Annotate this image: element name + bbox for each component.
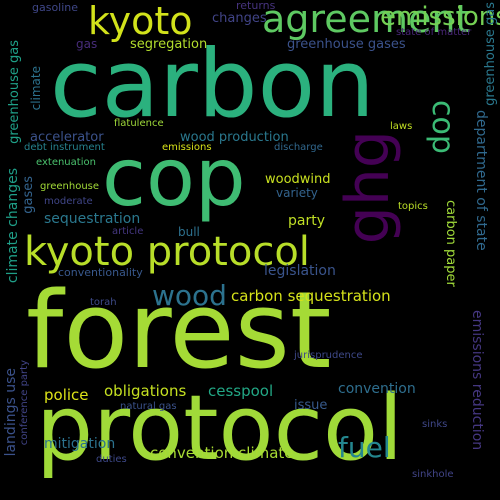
word-legislation: legislation	[264, 263, 336, 279]
word-woodwind: woodwind	[265, 172, 331, 187]
word-police: police	[44, 386, 89, 404]
word-kyoto-protocol: kyoto protocol	[24, 229, 310, 275]
word-convention: convention	[338, 381, 416, 397]
word-carbon-sequestration: carbon sequestration	[231, 287, 391, 305]
word-sinks: sinks	[422, 419, 448, 430]
word-extenuation: extenuation	[36, 157, 96, 168]
word-fuel: fuel	[338, 431, 391, 464]
word-greenhouse: greenhouse	[40, 181, 100, 192]
word-conventionality: conventionality	[58, 266, 143, 279]
word-debt-instrument: debt instrument	[24, 142, 105, 153]
word-emissions-reduction: emissions reduction	[469, 310, 485, 451]
word-forest: forest	[26, 269, 332, 392]
word-mitigation: mitigation	[44, 436, 116, 452]
word-ghg: ghg	[333, 130, 403, 245]
word-natural-gas: natural gas	[120, 401, 177, 412]
word-party: party	[288, 213, 325, 229]
word-sequestration: sequestration	[44, 211, 141, 227]
word-gasoline: gasoline	[32, 1, 79, 14]
word-gas: gas	[76, 37, 98, 51]
word-greenhouse-gas-left: greenhouse gas	[7, 40, 22, 144]
word-torah: torah	[90, 297, 117, 308]
word-discharge: discharge	[274, 142, 323, 153]
word-bull: bull	[178, 225, 200, 239]
word-greenhouse-gases: greenhouse gases	[287, 37, 406, 52]
word-duties: duties	[96, 454, 127, 465]
word-topics: topics	[398, 201, 428, 212]
word-issue: issue	[294, 398, 328, 413]
word-accelerator: accelerator	[30, 130, 104, 145]
word-segregation: segregation	[130, 37, 208, 52]
word-landings-use: landings use	[3, 368, 19, 457]
word-conference-party: conference party	[19, 360, 30, 446]
word-article: article	[112, 226, 144, 237]
word-variety: variety	[276, 186, 318, 200]
word-cop: cop	[102, 131, 246, 224]
word-emissions-small: emissions	[162, 142, 212, 153]
word-moderate: moderate	[44, 196, 93, 207]
word-greenhouse-gas-right: greenhouse gas	[483, 2, 498, 106]
word-sinkhole: sinkhole	[412, 469, 454, 480]
word-convention-climate: convention climate	[150, 444, 294, 462]
word-kyoto: kyoto	[88, 0, 193, 43]
word-wood: wood	[152, 279, 227, 312]
word-carbon: carbon	[50, 30, 375, 139]
word-cop-right: cop	[425, 100, 460, 154]
word-flatulence: flatulence	[114, 118, 164, 129]
word-climate-left: climate	[29, 66, 43, 111]
word-gases: gases	[21, 176, 36, 214]
word-department-of-state: department of state	[473, 110, 489, 251]
word-returns: returns	[236, 0, 276, 12]
word-emissions-top: emissions	[380, 2, 500, 32]
word-state-of-matter: state of matter	[396, 27, 472, 38]
word-laws: laws	[390, 121, 413, 132]
word-climate-changes: climate changes	[5, 168, 21, 284]
word-wood-production: wood production	[180, 130, 289, 145]
word-changes: changes	[212, 11, 267, 26]
word-obligations: obligations	[104, 382, 187, 400]
word-jurisprudence: jurisprudence	[294, 350, 363, 361]
word-agreement: agreement	[262, 0, 471, 41]
word-protocol: protocol	[36, 376, 404, 481]
word-cesspool: cesspool	[208, 382, 274, 400]
word-carbon-paper: carbon paper	[443, 200, 458, 287]
